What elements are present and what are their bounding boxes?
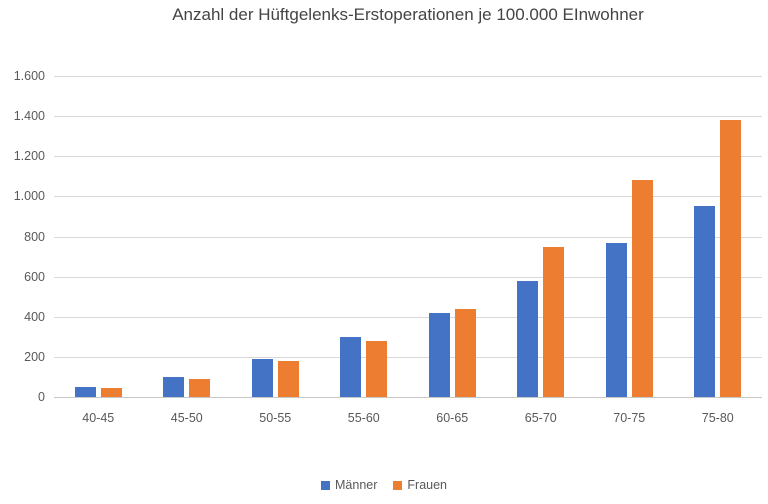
y-tick-label-400: 400 xyxy=(24,310,45,324)
y-tick-label-1000: 1.000 xyxy=(13,189,45,203)
x-tick-label-70-75: 70-75 xyxy=(613,411,646,425)
x-tick-label-40-45: 40-45 xyxy=(82,411,115,425)
bar-maenner-75-80 xyxy=(694,206,716,397)
gridline-1200 xyxy=(54,156,762,157)
y-tick-label-800: 800 xyxy=(24,230,45,244)
bar-maenner-70-75 xyxy=(605,242,627,397)
x-tick-label-75-80: 75-80 xyxy=(701,411,734,425)
bar-maenner-50-55 xyxy=(251,358,273,397)
bar-maenner-45-50 xyxy=(163,376,185,397)
bar-maenner-40-45 xyxy=(74,386,96,397)
x-tick-label-65-70: 65-70 xyxy=(524,411,557,425)
gridline-400 xyxy=(54,317,762,318)
y-tick-label-1400: 1.400 xyxy=(13,109,45,123)
gridline-1000 xyxy=(54,196,762,197)
x-tick-label-55-60: 55-60 xyxy=(347,411,380,425)
bar-frauen-70-75 xyxy=(631,180,653,397)
legend-swatch-icon-maenner xyxy=(321,480,330,490)
bar-frauen-75-80 xyxy=(720,120,742,397)
y-tick-label-200: 200 xyxy=(24,350,45,364)
legend-item-frauen: Frauen xyxy=(393,478,447,492)
bar-frauen-40-45 xyxy=(100,387,122,397)
bar-frauen-55-60 xyxy=(366,340,388,397)
legend-item-maenner: Männer xyxy=(321,478,377,492)
x-tick-label-45-50: 45-50 xyxy=(170,411,203,425)
bar-maenner-65-70 xyxy=(517,280,539,397)
bar-frauen-65-70 xyxy=(543,246,565,397)
bar-frauen-45-50 xyxy=(189,378,211,397)
y-tick-label-0: 0 xyxy=(38,390,45,404)
x-tick-label-50-55: 50-55 xyxy=(259,411,292,425)
y-tick-label-600: 600 xyxy=(24,270,45,284)
legend-swatch-icon-frauen xyxy=(393,480,403,490)
legend-label-frauen: Frauen xyxy=(407,478,447,492)
x-tick-label-60-65: 60-65 xyxy=(436,411,469,425)
bar-maenner-55-60 xyxy=(340,336,362,397)
legend: Männer Frauen xyxy=(0,478,768,492)
legend-label-maenner: Männer xyxy=(335,478,378,492)
chart-title: Anzahl der Hüftgelenks-Erstoperationen j… xyxy=(172,5,644,24)
gridline-600 xyxy=(54,277,762,278)
gridline-800 xyxy=(54,237,762,238)
gridline-1400 xyxy=(54,116,762,117)
y-tick-label-1200: 1.200 xyxy=(13,149,45,163)
y-tick-label-1600: 1.600 xyxy=(13,69,45,83)
bar-frauen-60-65 xyxy=(454,308,476,397)
gridline-1600 xyxy=(54,76,762,77)
gridline-200 xyxy=(54,357,762,358)
x-axis-line xyxy=(54,397,762,398)
bar-frauen-50-55 xyxy=(277,360,299,397)
bar-maenner-60-65 xyxy=(428,312,450,397)
